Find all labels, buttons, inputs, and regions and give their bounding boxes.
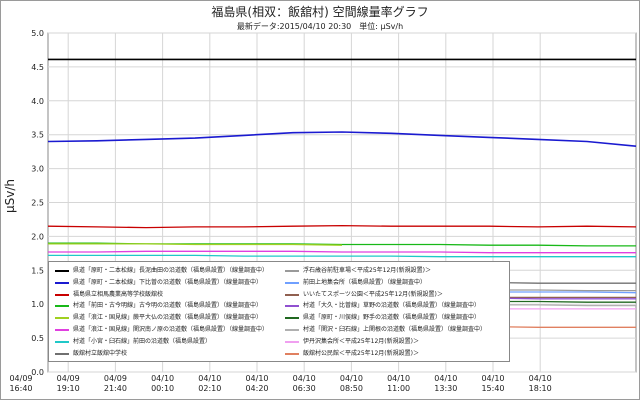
legend-label: 県道「原町・川俣線」野手の沿道敷（福島県設置）（線量調査中） bbox=[303, 314, 481, 322]
legend-item: 村道「関沢・臼石線」上関根の沿道敷（福島県設置）（線量調査中） bbox=[285, 324, 505, 335]
legend-item: 県道「浪江・国見線」関沢南ノ原の沿道敷（福島県設置）（線量調査中） bbox=[55, 324, 275, 335]
legend-swatch bbox=[285, 293, 299, 296]
series-line-1 bbox=[47, 131, 637, 147]
x-tick-date: 04/09 bbox=[104, 374, 127, 383]
legend-label: いいたてスポーツ公園＜平成25年12月(新規設置)＞ bbox=[303, 290, 443, 298]
x-tick-time: 15:40 bbox=[481, 384, 504, 393]
legend-label: 伊丹沢集会所＜平成25年12月(新規設置)＞ bbox=[303, 337, 419, 345]
legend-item: 福島県立相馬農業高等学校飯舘校 bbox=[55, 289, 275, 300]
legend-swatch bbox=[55, 340, 69, 343]
legend-label: 飯舘村立飯舘中学校 bbox=[73, 349, 128, 357]
legend-item: 県道「原町・川俣線」野手の沿道敷（福島県設置）（線量調査中） bbox=[285, 312, 505, 323]
legend-swatch bbox=[285, 305, 299, 308]
legend-item: 飯舘村公民館＜平成25年12月(新規設置)＞ bbox=[285, 348, 505, 359]
x-tick-date: 04/09 bbox=[57, 374, 80, 383]
page-title: 福島県(相双：飯舘村) 空間線量率グラフ bbox=[211, 5, 429, 19]
x-tick-time: 00:10 bbox=[151, 384, 174, 393]
legend-swatch bbox=[55, 305, 69, 308]
legend-swatch bbox=[55, 329, 69, 331]
x-tick-date: 04/10 bbox=[529, 374, 552, 383]
x-tick-time: 21:40 bbox=[104, 384, 127, 393]
legend-swatch bbox=[285, 317, 299, 320]
x-tick-time: 13:30 bbox=[434, 384, 457, 393]
x-tick-date: 04/10 bbox=[481, 374, 504, 383]
legend-swatch bbox=[55, 281, 69, 284]
legend-item: 県道「原町・二本松線」下比曽の沿道敷（福島県設置）（線量調査中） bbox=[55, 277, 275, 288]
legend-label: 村道「小宮・臼石線」前田の沿道敷（福島県設置） bbox=[73, 337, 212, 345]
y-axis-label: μSv/h bbox=[3, 179, 17, 213]
x-tick-time: 11:00 bbox=[387, 384, 410, 393]
legend-label: 県道「原町・二本松線」長泥曲田の沿道敷（福島県設置）（線量調査中） bbox=[73, 267, 269, 274]
page-subtitle: 最新データ:2015/04/10 20:30 単位: μSv/h bbox=[236, 22, 404, 31]
legend-item: 前田上地集会所（福島県設置）（線量調査中） bbox=[285, 277, 505, 288]
x-tick-time: 04:20 bbox=[245, 384, 268, 393]
y-tick-label: 4.5 bbox=[31, 63, 44, 72]
legend-item: 伊丹沢集会所＜平成25年12月(新規設置)＞ bbox=[285, 336, 505, 347]
x-tick-time: 19:10 bbox=[57, 384, 80, 393]
x-tick-date: 04/10 bbox=[198, 374, 221, 383]
x-tick-date: 04/10 bbox=[245, 374, 268, 383]
series-line-2 bbox=[47, 224, 637, 229]
legend-swatch bbox=[285, 352, 299, 355]
legend-label: 福島県立相馬農業高等学校飯舘校 bbox=[73, 290, 164, 298]
y-tick-label: 0.0 bbox=[31, 368, 44, 377]
series-line-4 bbox=[48, 243, 343, 246]
x-tick-date: 04/10 bbox=[340, 374, 363, 383]
chart-legend: 県道「原町・二本松線」長泥曲田の沿道敷（福島県設置）（線量調査中） 県道「原町・二… bbox=[48, 261, 510, 362]
legend-item: 県道「浪江・国見線」蕨平大仏の沿道敷（福島県設置）（線量調査中） bbox=[55, 312, 275, 323]
legend-item: 県道「原町・二本松線」長泥曲田の沿道敷（福島県設置）（線量調査中） bbox=[55, 265, 275, 276]
x-tick-date: 04/09 bbox=[9, 374, 32, 383]
legend-swatch bbox=[285, 270, 299, 272]
y-tick-label: 4.0 bbox=[31, 97, 44, 106]
legend-label: 県道「浪江・国見線」関沢南ノ原の沿道敷（福島県設置）（線量調査中） bbox=[73, 326, 269, 333]
legend-label: 村道「大久・比曽線」草野の沿道敷（福島県設置）（線量調査中） bbox=[303, 302, 481, 310]
legend-swatch bbox=[285, 340, 299, 343]
y-tick-label: 1.5 bbox=[31, 266, 44, 275]
legend-swatch bbox=[285, 281, 299, 284]
legend-swatch bbox=[285, 329, 299, 331]
legend-swatch bbox=[55, 270, 69, 272]
legend-label: 飯舘村公民館＜平成25年12月(新規設置)＞ bbox=[303, 349, 419, 357]
y-tick-label: 2.0 bbox=[31, 232, 44, 241]
legend-item: いいたてスポーツ公園＜平成25年12月(新規設置)＞ bbox=[285, 289, 505, 300]
y-tick-label: 5.0 bbox=[31, 29, 44, 38]
series-line-6 bbox=[48, 254, 636, 258]
legend-swatch bbox=[55, 317, 69, 320]
x-tick-time: 06:30 bbox=[293, 384, 316, 393]
x-tick-time: 08:50 bbox=[340, 384, 363, 393]
legend-label: 村道「前田・古今明線」古今明の沿道敷（福島県設置）（線量調査中） bbox=[73, 302, 263, 310]
legend-label: 村道「関沢・臼石線」上関根の沿道敷（福島県設置）（線量調査中） bbox=[303, 326, 487, 333]
x-tick-time: 18:10 bbox=[529, 384, 552, 393]
legend-label: 前田上地集会所（福島県設置）（線量調査中） bbox=[303, 278, 427, 286]
x-tick-date: 04/10 bbox=[434, 374, 457, 383]
legend-item: 村道「大久・比曽線」草野の沿道敷（福島県設置）（線量調査中） bbox=[285, 300, 505, 311]
x-tick-date: 04/10 bbox=[151, 374, 174, 383]
legend-item: 村道「小宮・臼石線」前田の沿道敷（福島県設置） bbox=[55, 336, 275, 347]
legend-item: 村道「前田・古今明線」古今明の沿道敷（福島県設置）（線量調査中） bbox=[55, 300, 275, 311]
y-tick-label: 1.0 bbox=[31, 300, 44, 309]
x-tick-time: 16:40 bbox=[9, 384, 32, 393]
y-tick-label: 2.5 bbox=[31, 199, 44, 208]
y-tick-label: 3.5 bbox=[31, 131, 44, 140]
x-tick-date: 04/10 bbox=[293, 374, 316, 383]
legend-label: 浮石歳谷前駐車場＜平成25年12月(新規設置)＞ bbox=[303, 267, 431, 274]
y-tick-label: 0.5 bbox=[31, 334, 44, 343]
legend-label: 県道「原町・二本松線」下比曽の沿道敷（福島県設置）（線量調査中） bbox=[73, 278, 263, 286]
y-tick-labels: 0.0 0.5 1.0 1.5 2.0 2.5 3.0 3.5 4.0 4.5 5.0 bbox=[31, 29, 44, 377]
legend-swatch bbox=[55, 293, 69, 296]
legend-item: 飯舘村立飯舘中学校 bbox=[55, 348, 275, 359]
x-tick-time: 02:10 bbox=[198, 384, 221, 393]
x-tick-labels: 04/0916:4004/0919:1004/0921:4004/1000:10… bbox=[9, 374, 551, 393]
legend-label: 県道「浪江・国見線」蕨平大仏の沿道敷（福島県設置）（線量調査中） bbox=[73, 314, 263, 322]
series-line-5 bbox=[48, 250, 636, 254]
legend-swatch bbox=[55, 352, 69, 355]
legend-item: 浮石歳谷前駐車場＜平成25年12月(新規設置)＞ bbox=[285, 265, 505, 276]
x-tick-date: 04/10 bbox=[387, 374, 410, 383]
y-tick-label: 3.0 bbox=[31, 165, 44, 174]
